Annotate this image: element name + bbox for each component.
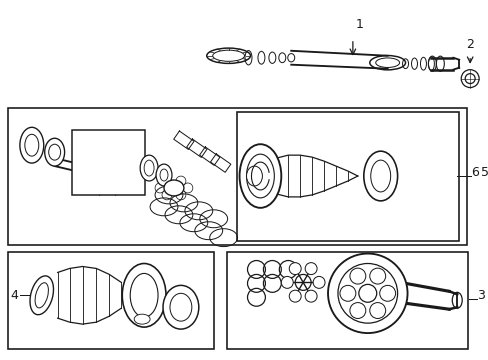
- Ellipse shape: [349, 303, 365, 319]
- Ellipse shape: [363, 151, 397, 201]
- Ellipse shape: [305, 263, 316, 275]
- Ellipse shape: [239, 144, 281, 208]
- Ellipse shape: [246, 166, 262, 186]
- Ellipse shape: [30, 276, 53, 315]
- Ellipse shape: [369, 303, 385, 319]
- Ellipse shape: [44, 138, 64, 166]
- Text: 5: 5: [480, 166, 488, 179]
- Ellipse shape: [25, 134, 39, 156]
- Ellipse shape: [358, 284, 376, 302]
- Ellipse shape: [289, 263, 301, 275]
- Text: 2: 2: [465, 38, 473, 51]
- Ellipse shape: [156, 164, 172, 186]
- Ellipse shape: [349, 268, 365, 284]
- Ellipse shape: [160, 169, 168, 181]
- Ellipse shape: [370, 160, 390, 192]
- Ellipse shape: [327, 253, 407, 333]
- Ellipse shape: [140, 155, 158, 181]
- Text: 3: 3: [476, 289, 484, 302]
- Ellipse shape: [20, 127, 43, 163]
- Bar: [226, 252, 467, 349]
- Text: 4: 4: [10, 289, 18, 302]
- Ellipse shape: [305, 290, 316, 302]
- Ellipse shape: [337, 264, 397, 323]
- Ellipse shape: [246, 154, 274, 198]
- Ellipse shape: [312, 276, 325, 288]
- Ellipse shape: [144, 160, 154, 176]
- Ellipse shape: [170, 293, 191, 321]
- Ellipse shape: [35, 283, 48, 308]
- Ellipse shape: [379, 285, 395, 301]
- Bar: [8, 252, 213, 349]
- Ellipse shape: [163, 285, 199, 329]
- Ellipse shape: [289, 290, 301, 302]
- Bar: [71, 130, 145, 195]
- Bar: [8, 108, 466, 244]
- Ellipse shape: [163, 180, 183, 196]
- Bar: [236, 112, 458, 240]
- Text: 6: 6: [470, 166, 478, 179]
- Text: 1: 1: [355, 18, 363, 31]
- Ellipse shape: [134, 314, 150, 324]
- Ellipse shape: [122, 264, 165, 327]
- Ellipse shape: [281, 276, 293, 288]
- Ellipse shape: [369, 268, 385, 284]
- Ellipse shape: [130, 274, 158, 317]
- Ellipse shape: [339, 285, 355, 301]
- Ellipse shape: [49, 144, 61, 160]
